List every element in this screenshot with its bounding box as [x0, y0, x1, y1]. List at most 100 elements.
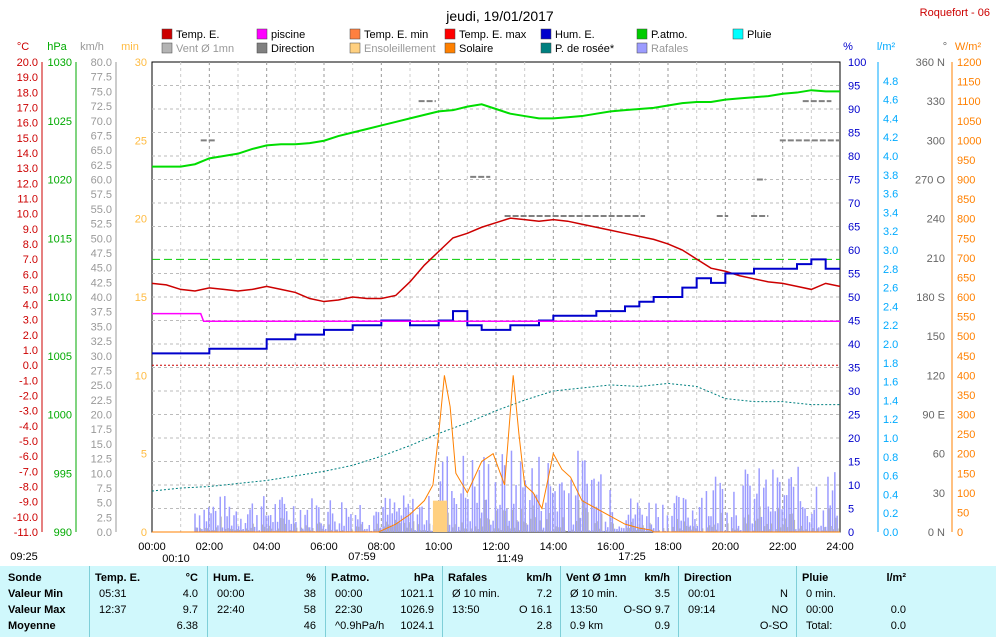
- summary-time: Total:: [806, 620, 833, 632]
- temp-tick: 10.0: [17, 209, 38, 221]
- station-name: Roquefort - 06: [920, 7, 990, 19]
- solar-tick: 950: [957, 155, 975, 167]
- wind-tick: 65.0: [91, 145, 112, 157]
- temp-tick: 12.0: [17, 178, 38, 190]
- summary-unit: l/m²: [886, 572, 906, 584]
- legend-label: Hum. E.: [555, 29, 595, 41]
- wind-tick: 37.5: [91, 307, 112, 319]
- summary-header: Vent Ø 1mn: [566, 572, 627, 584]
- legend-label: P. de rosée*: [555, 43, 615, 55]
- sun-tick: 25: [135, 135, 147, 147]
- legend-label: Temp. E. min: [364, 29, 428, 41]
- x-tick: 10:00: [425, 541, 453, 553]
- wind-tick: 17.5: [91, 424, 112, 436]
- humidity-line: [152, 258, 840, 355]
- legend-swatch: [161, 42, 173, 54]
- summary-value: NO: [771, 604, 789, 616]
- wind-tick: 55.0: [91, 204, 112, 216]
- temp-tick: -6.0: [19, 451, 38, 463]
- temp-tick: -11.0: [14, 527, 38, 539]
- summary-value: 0.0: [890, 604, 906, 616]
- humidity-tick: 30: [848, 386, 860, 398]
- legend-swatch: [540, 28, 552, 40]
- direction-tick: 30: [933, 488, 945, 500]
- direction-tick: 0 N: [928, 527, 945, 539]
- summary-separator: [560, 566, 561, 637]
- solar-tick: 900: [957, 175, 975, 187]
- temperature-line: [151, 217, 841, 303]
- legend-label: Ensoleillement: [364, 43, 436, 55]
- summary-value: 7.2: [536, 588, 552, 600]
- x-tick: 02:00: [196, 541, 224, 553]
- humidity-tick: 50: [848, 292, 860, 304]
- summary-header: Temp. E.: [95, 572, 141, 584]
- wind-tick: 45.0: [91, 263, 112, 275]
- sun-tick: 20: [135, 214, 147, 226]
- rain-tick: 4.6: [883, 95, 898, 107]
- temp-tick: -8.0: [19, 482, 38, 494]
- solar-tick: 150: [957, 468, 975, 480]
- temp-tick: 14.0: [17, 148, 38, 160]
- x-tick: 14:00: [540, 541, 568, 553]
- summary-row-label: Moyenne: [8, 620, 56, 632]
- summary-row-label: Valeur Min: [8, 588, 64, 600]
- summary-value: 38: [303, 588, 316, 600]
- summary-unit: %: [306, 572, 316, 584]
- chart-title: jeudi, 19/01/2017: [445, 8, 554, 24]
- wind-tick: 35.0: [91, 321, 112, 333]
- direction-tick: 300: [927, 135, 945, 147]
- wind-tick: 20.0: [91, 410, 112, 422]
- summary-time: ^0.9hPa/h: [335, 620, 385, 632]
- summary-time: 13:50: [452, 604, 480, 616]
- rain-tick: 4.0: [883, 151, 898, 163]
- legend-swatch: [636, 42, 648, 54]
- axis-unit: min: [121, 41, 139, 53]
- summary-unit: km/h: [644, 572, 670, 584]
- summary-separator: [89, 566, 90, 637]
- solar-tick: 250: [957, 429, 975, 441]
- time-marker: 07:59: [348, 551, 376, 563]
- temp-tick: -1.0: [19, 375, 38, 387]
- axis-unit: hPa: [47, 41, 67, 53]
- solar-tick: 200: [957, 449, 975, 461]
- summary-value: 2.8: [536, 620, 552, 632]
- x-tick: 08:00: [368, 541, 396, 553]
- pressure-tick: 1000: [48, 410, 72, 422]
- rain-tick: 1.4: [883, 395, 898, 407]
- solar-tick: 1000: [957, 135, 981, 147]
- wind-tick: 27.5: [91, 365, 112, 377]
- humidity-tick: 55: [848, 269, 860, 281]
- direction-tick: 240: [927, 214, 945, 226]
- direction-tick: 180 S: [916, 292, 945, 304]
- time-marker: 09:25: [10, 551, 38, 563]
- rain-tick: 3.2: [883, 226, 898, 238]
- axis-unit: W/m²: [955, 41, 982, 53]
- wind-tick: 0.0: [97, 527, 112, 539]
- summary-header: P.atmo.: [331, 572, 370, 584]
- dewpoint-line: [151, 382, 840, 492]
- summary-value: 0.9: [654, 620, 670, 632]
- humidity-tick: 60: [848, 245, 860, 257]
- legend-swatch: [732, 28, 744, 40]
- humidity-tick: 5: [848, 504, 854, 516]
- summary-time: 22:30: [335, 604, 363, 616]
- legend-swatch: [636, 28, 648, 40]
- summary-time: 12:37: [99, 604, 127, 616]
- wind-tick: 60.0: [91, 175, 112, 187]
- summary-separator: [796, 566, 797, 637]
- summary-time: Ø 10 min.: [452, 588, 500, 600]
- solar-tick: 500: [957, 331, 975, 343]
- wind-tick: 7.5: [97, 483, 112, 495]
- legend-swatch: [444, 42, 456, 54]
- x-tick: 18:00: [654, 541, 682, 553]
- summary-value: 46: [303, 620, 316, 632]
- temp-tick: 13.0: [17, 163, 38, 175]
- summary-header: Hum. E.: [213, 572, 254, 584]
- solar-tick: 700: [957, 253, 975, 265]
- time-marker: 11:49: [497, 553, 524, 565]
- wind-tick: 10.0: [91, 468, 112, 480]
- temp-tick: 7.0: [23, 254, 38, 266]
- summary-value: 1021.1: [400, 588, 434, 600]
- temp-tick: 17.0: [17, 102, 38, 114]
- rain-tick: 1.0: [883, 433, 898, 445]
